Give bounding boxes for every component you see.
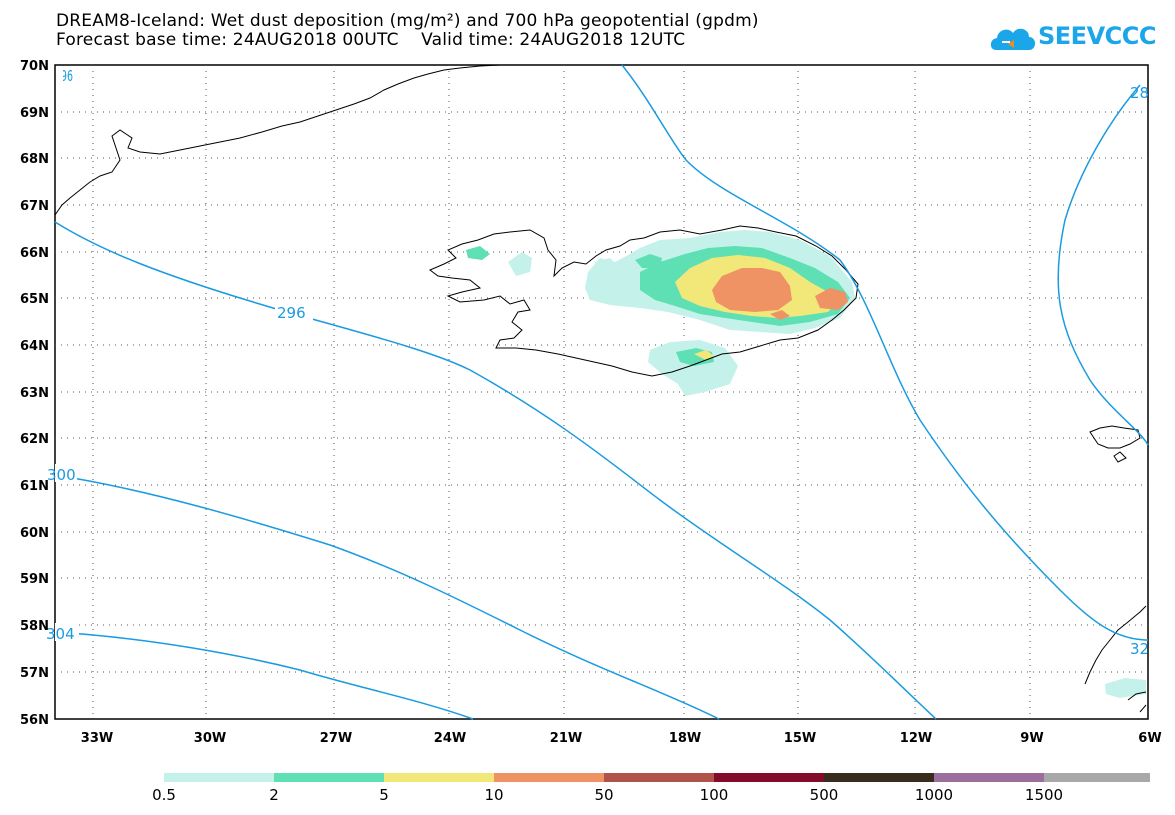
lon-label: 9W [1020, 731, 1043, 746]
contour-label: 296 [55, 67, 73, 85]
greenland-coast [54, 64, 501, 216]
legend-swatch [164, 773, 274, 782]
lat-label: 56N [20, 713, 49, 728]
lat-label: 64N [20, 339, 49, 354]
lon-label: 12W [900, 731, 932, 746]
legend-label: 500 [809, 786, 839, 804]
contour-line [54, 631, 474, 720]
legend-label: 2 [269, 786, 279, 804]
legend-swatch [934, 773, 1044, 782]
contour-label: 28 [1130, 84, 1149, 102]
lat-label: 66N [20, 246, 49, 261]
geopotential-contours [54, 64, 1149, 720]
lon-label: 27W [320, 731, 352, 746]
graticule [55, 65, 1148, 719]
lat-label: 69N [20, 106, 49, 121]
lat-label: 63N [20, 386, 49, 401]
legend-label: 0.5 [152, 786, 176, 804]
coastlines [54, 64, 1147, 713]
cloud-icon [990, 28, 1035, 50]
faroe-islands [1089, 425, 1141, 463]
legend-label: 50 [594, 786, 614, 804]
lat-label: 67N [20, 199, 49, 214]
longitude-labels: 33W 30W 27W 24W 21W 18W 15W 12W 9W 6W [81, 731, 1162, 746]
contour-label-group: 296 296 28 300 304 32 [46, 67, 1149, 658]
legend-label: 10 [484, 786, 504, 804]
map-title: DREAM8-Iceland: Wet dust deposition (mg/… [56, 11, 759, 31]
map-subtitle: Forecast base time: 24AUG2018 00UTC Vali… [56, 30, 686, 50]
legend-swatch [1044, 773, 1150, 782]
lat-label: 60N [20, 526, 49, 541]
legend-swatch [494, 773, 604, 782]
contour-label: 304 [46, 625, 75, 643]
contour-label: 300 [47, 466, 76, 484]
lon-label: 21W [550, 731, 582, 746]
dust-deposition-field [466, 230, 1146, 698]
scotland-coast [1084, 605, 1147, 713]
legend-label: 1000 [914, 786, 954, 804]
seevccc-logo: SEEVCCC [988, 18, 1157, 58]
lat-label: 59N [20, 572, 49, 587]
contour-line [54, 221, 937, 720]
lat-label: 70N [20, 59, 49, 74]
latitude-labels: 70N 69N 68N 67N 66N 65N 64N 63N 62N 61N … [20, 59, 49, 728]
logo-text: SEEVCCC [1038, 22, 1157, 50]
legend-swatch [604, 773, 714, 782]
legend-label: 100 [699, 786, 729, 804]
contour-line [54, 474, 720, 720]
lat-label: 58N [20, 619, 49, 634]
iceland-coast [429, 225, 859, 377]
lat-label: 68N [20, 152, 49, 167]
deposition-band-10 [712, 268, 792, 312]
contour-line [621, 64, 1149, 641]
contour-label: 296 [277, 304, 306, 322]
lat-label: 65N [20, 292, 49, 307]
lat-label: 61N [20, 479, 49, 494]
lat-label: 62N [20, 432, 49, 447]
lon-label: 24W [434, 731, 466, 746]
legend-label: 5 [379, 786, 389, 804]
legend-label: 1500 [1024, 786, 1064, 804]
legend-swatch [274, 773, 384, 782]
legend-swatch [824, 773, 934, 782]
lon-label: 30W [194, 731, 226, 746]
contour-label: 32 [1130, 640, 1149, 658]
lon-label: 6W [1138, 731, 1161, 746]
contour-line [1057, 84, 1149, 446]
legend-swatch [714, 773, 824, 782]
lon-label: 18W [669, 731, 701, 746]
legend-swatch [384, 773, 494, 782]
lon-label: 15W [784, 731, 816, 746]
lat-label: 57N [20, 666, 49, 681]
lon-label: 33W [81, 731, 113, 746]
